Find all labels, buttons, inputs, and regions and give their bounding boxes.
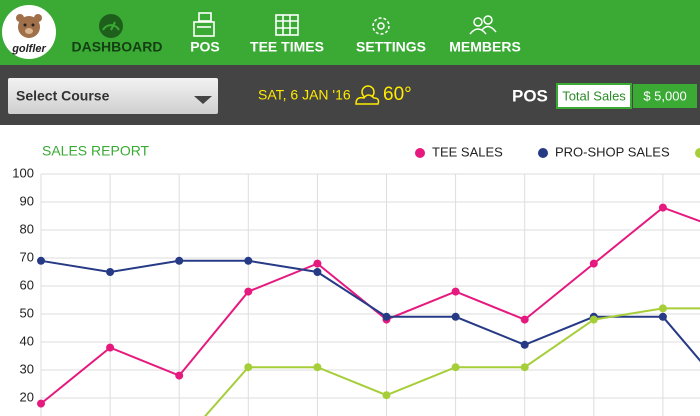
select-label: Select Course	[16, 88, 110, 104]
y-tick-label: 30	[20, 361, 34, 376]
data-point	[313, 268, 322, 276]
data-point	[37, 399, 45, 408]
data-point	[589, 259, 598, 268]
section-label: POS	[512, 86, 548, 105]
legend-marker	[695, 148, 700, 158]
data-point	[313, 259, 322, 268]
data-point	[313, 363, 322, 372]
total-value: $ 5,000	[643, 88, 686, 103]
y-tick-label: 90	[20, 193, 34, 208]
dashboard-icon	[99, 14, 123, 38]
data-point	[244, 287, 253, 296]
members-icon	[469, 15, 497, 35]
logo[interactable]: golfler	[2, 5, 56, 59]
data-point	[451, 363, 460, 372]
y-tick-label: 20	[20, 389, 34, 404]
chart-title: SALES REPORT	[42, 143, 150, 159]
data-point	[520, 363, 529, 372]
y-tick-label: 80	[20, 221, 34, 236]
data-point	[658, 304, 667, 313]
date: SAT, 6 JAN '16	[258, 87, 351, 103]
y-tick-label: 60	[20, 277, 34, 292]
data-point	[382, 391, 391, 400]
data-point	[382, 312, 391, 321]
temperature: 60°	[383, 84, 412, 105]
nav-item[interactable]: TEE TIMES	[250, 39, 324, 55]
data-point	[106, 268, 115, 276]
data-point	[658, 203, 667, 212]
tee-times-icon	[275, 14, 299, 36]
data-point	[175, 371, 184, 380]
total-label-box	[556, 83, 632, 109]
legend-marker	[538, 148, 548, 158]
settings-icon	[372, 17, 390, 35]
nav-item[interactable]: SETTINGS	[356, 39, 426, 55]
nav-item[interactable]: POS	[190, 39, 220, 55]
total-value-box	[633, 84, 697, 108]
plot	[37, 173, 700, 416]
data-point	[451, 287, 460, 296]
pos-icon	[193, 12, 215, 37]
nav-item[interactable]: DASHBOARD	[72, 39, 163, 55]
logo-text: golfler	[11, 43, 46, 55]
data-point	[37, 256, 45, 265]
data-point	[520, 315, 529, 324]
data-point	[244, 363, 253, 372]
legend-marker	[415, 148, 425, 158]
data-point	[244, 256, 253, 265]
course-select[interactable]: Select Course	[8, 78, 218, 114]
data-point	[451, 312, 460, 321]
legend-label: TEE SALES	[432, 144, 503, 159]
y-tick-label: 70	[20, 249, 34, 264]
y-tick-label: 40	[20, 333, 34, 348]
data-point	[175, 256, 184, 265]
nav-item[interactable]: MEMBERS	[449, 39, 521, 55]
data-point	[520, 340, 529, 349]
data-point	[589, 315, 598, 324]
data-point	[658, 312, 667, 321]
legend-label: PRO-SHOP SALES	[555, 144, 670, 159]
y-tick-label: 100	[12, 165, 34, 180]
weather-icon	[355, 85, 380, 105]
total-label: Total Sales	[562, 88, 626, 103]
y-tick-label: 50	[20, 305, 34, 320]
data-point	[106, 343, 115, 352]
